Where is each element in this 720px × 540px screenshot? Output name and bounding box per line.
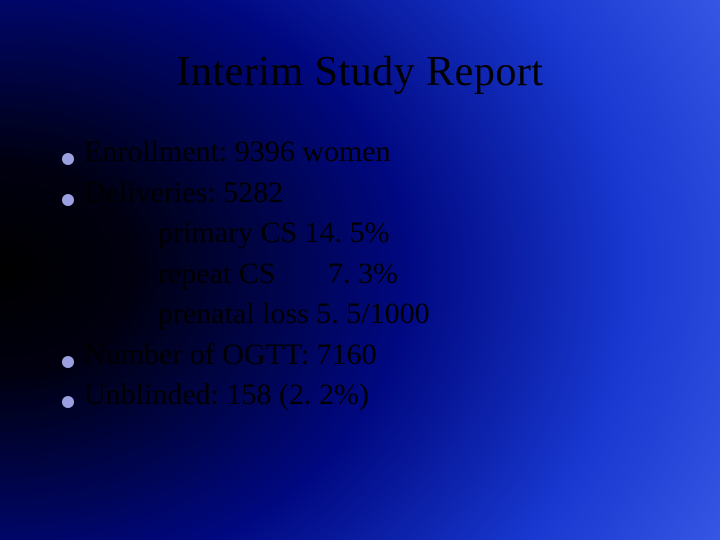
bullet-icon [62,153,74,165]
slide-body: Enrollment: 9396 women Deliveries: 5282 … [48,132,672,416]
list-item-text: Enrollment: 9396 women [84,132,391,173]
list-subitem: prenatal loss 5. 5/1000 [62,294,672,335]
bullet-icon [62,396,74,408]
bullet-icon [62,194,74,206]
list-subitem: repeat CS 7. 3% [62,254,672,295]
bullet-icon [62,356,74,368]
list-item-text: Unblinded: 158 (2. 2%) [84,375,369,416]
list-item: Unblinded: 158 (2. 2%) [62,375,672,416]
slide-title: Interim Study Report [48,48,672,96]
list-item-text: Number of OGTT: 7160 [84,335,377,376]
list-item: Enrollment: 9396 women [62,132,672,173]
slide: Interim Study Report Enrollment: 9396 wo… [0,0,720,540]
list-item: Number of OGTT: 7160 [62,335,672,376]
list-item: Deliveries: 5282 [62,173,672,214]
list-subitem: primary CS 14. 5% [62,213,672,254]
list-item-text: Deliveries: 5282 [84,173,283,214]
